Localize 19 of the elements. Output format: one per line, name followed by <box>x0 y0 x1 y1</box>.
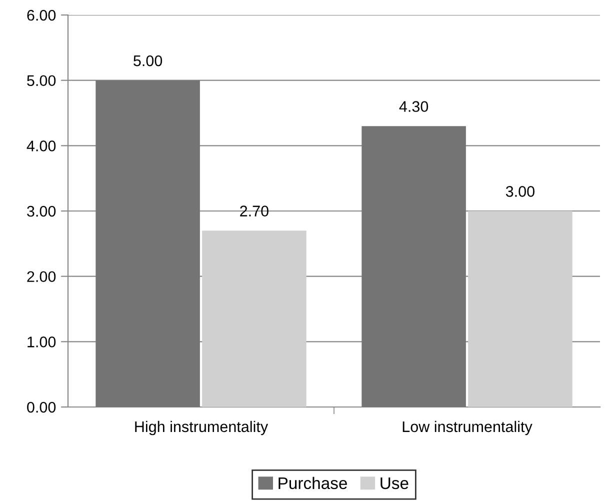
data-label: 4.30 <box>399 101 428 112</box>
y-tick-label: 4.00 <box>26 140 56 152</box>
y-tick-label: 0.00 <box>27 402 56 413</box>
y-tick-label: 3.00 <box>27 206 56 217</box>
x-tick-label: High instrumentality <box>135 420 268 436</box>
data-label: 3.00 <box>506 186 534 197</box>
y-tick-label: 1.00 <box>28 336 56 348</box>
legend-label: Purchase <box>278 476 347 490</box>
y-tick-label: 5.00 <box>27 75 56 86</box>
data-label: 2.70 <box>240 206 268 216</box>
y-tick-label: 6.00 <box>27 10 56 21</box>
bar <box>468 211 572 407</box>
legend-label: Use <box>380 477 408 490</box>
bar <box>202 230 306 407</box>
bar <box>96 80 200 407</box>
x-tick-label: Low instrumentality <box>402 420 532 436</box>
data-label: 5.00 <box>134 55 162 66</box>
bar <box>362 126 466 407</box>
y-tick-label: 2.00 <box>27 271 56 282</box>
